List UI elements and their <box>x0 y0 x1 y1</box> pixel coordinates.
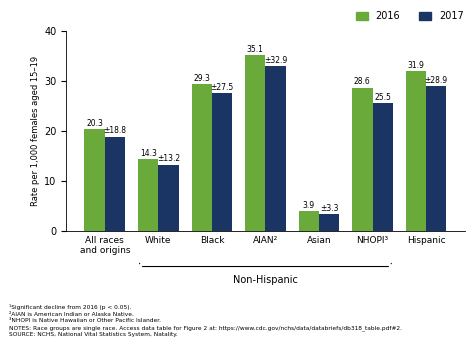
Legend: 2016, 2017: 2016, 2017 <box>356 12 464 21</box>
Bar <box>352 87 373 231</box>
Text: ¹Significant decline from 2016 (p < 0.05).
²AIAN is American Indian or Alaska Na: ¹Significant decline from 2016 (p < 0.05… <box>9 304 402 337</box>
Text: ±27.5: ±27.5 <box>210 82 234 92</box>
Text: ±13.2: ±13.2 <box>157 154 180 163</box>
Bar <box>245 55 265 231</box>
Text: 20.3: 20.3 <box>86 119 103 127</box>
Bar <box>265 66 286 231</box>
Bar <box>191 84 212 231</box>
Text: 29.3: 29.3 <box>193 74 210 82</box>
Text: 25.5: 25.5 <box>374 93 391 101</box>
Bar <box>138 159 158 231</box>
Bar <box>212 93 232 231</box>
Text: ±18.8: ±18.8 <box>103 126 127 135</box>
Bar <box>105 137 125 231</box>
Y-axis label: Rate per 1,000 females aged 15–19: Rate per 1,000 females aged 15–19 <box>31 56 40 205</box>
Bar <box>84 129 105 231</box>
Bar <box>319 214 339 231</box>
Text: Non-Hispanic: Non-Hispanic <box>233 275 298 284</box>
Bar <box>299 211 319 231</box>
Bar <box>373 103 393 231</box>
Text: 28.6: 28.6 <box>354 77 371 86</box>
Text: ±32.9: ±32.9 <box>264 56 287 64</box>
Bar <box>158 164 179 231</box>
Text: 31.9: 31.9 <box>408 61 424 69</box>
Text: 3.9: 3.9 <box>303 201 315 210</box>
Bar <box>406 71 426 231</box>
Text: 14.3: 14.3 <box>140 148 156 158</box>
Bar <box>426 86 447 231</box>
Text: 35.1: 35.1 <box>247 44 264 54</box>
Text: ±28.9: ±28.9 <box>425 76 448 84</box>
Text: ±3.3: ±3.3 <box>320 203 338 213</box>
